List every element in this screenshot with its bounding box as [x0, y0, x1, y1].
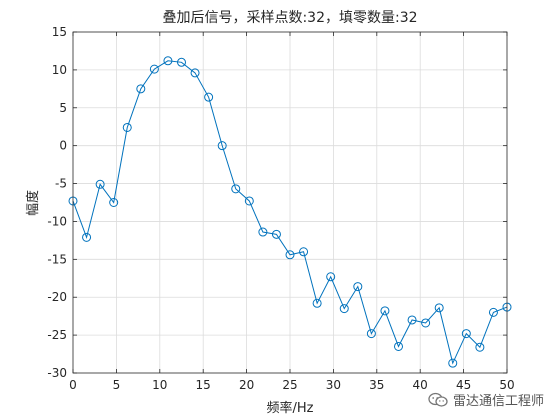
y-tick-label: -30: [47, 366, 67, 380]
data-point: [326, 272, 336, 282]
y-tick-label: -5: [55, 177, 67, 191]
series-line: [72, 60, 508, 365]
data-point: [109, 198, 119, 207]
wechat-icon: [428, 392, 448, 407]
data-point: [163, 56, 173, 66]
watermark-text: 雷达通信工程师: [452, 394, 544, 409]
data-point: [285, 250, 295, 260]
x-tick-label: 35: [369, 378, 384, 392]
x-axis-label: 频率/Hz: [267, 400, 314, 416]
y-tick-label: -15: [47, 252, 67, 266]
data-point: [149, 64, 159, 74]
data-point: [258, 227, 268, 237]
x-tick-label: 10: [152, 378, 167, 392]
data-point: [421, 318, 431, 328]
data-point: [366, 329, 376, 339]
data-point: [122, 122, 132, 132]
data-point: [204, 92, 214, 102]
x-tick-label: 25: [282, 378, 297, 392]
data-point: [461, 329, 471, 339]
x-tick-label: 45: [456, 378, 471, 392]
y-tick-label: 0: [59, 139, 67, 153]
grid-lines: [73, 32, 507, 373]
data-point: [177, 57, 186, 67]
y-tick-label: 15: [52, 25, 67, 39]
x-tick-label: 5: [113, 378, 121, 392]
data-point: [136, 84, 146, 94]
data-point: [231, 184, 241, 194]
x-axis-ticks: 0 5 10 15 20 25 30 35 40 45 50: [69, 32, 515, 392]
series-layer: [68, 56, 512, 368]
data-point: [394, 341, 403, 351]
data-point: [95, 179, 105, 189]
data-point: [271, 229, 281, 239]
y-tick-label: -25: [47, 328, 67, 342]
y-tick-label: -20: [47, 290, 67, 304]
data-point: [299, 247, 309, 257]
data-point: [339, 304, 349, 314]
chart-title: 叠加后信号，采样点数:32，填零数量:32: [162, 10, 417, 26]
data-point: [244, 196, 254, 206]
x-tick-label: 30: [326, 378, 341, 392]
data-point: [217, 141, 227, 151]
data-point: [82, 232, 92, 242]
data-point: [475, 342, 485, 352]
data-point: [407, 315, 417, 325]
x-tick-label: 50: [499, 378, 514, 392]
data-point: [312, 298, 322, 308]
watermark: 雷达通信工程师: [425, 389, 546, 410]
y-tick-label: -10: [47, 214, 67, 228]
x-tick-label: 40: [413, 378, 428, 392]
data-point: [380, 306, 390, 316]
x-tick-label: 15: [196, 378, 211, 392]
data-point: [448, 358, 458, 368]
data-point: [190, 68, 200, 78]
data-point: [434, 303, 444, 313]
y-axis-label: 幅度: [25, 190, 41, 216]
y-tick-label: 10: [52, 63, 67, 77]
y-axis-ticks: -30 -25 -20 -15 -10 -5 0 5 10 15: [47, 25, 507, 380]
data-point: [488, 307, 498, 317]
y-tick-label: 5: [59, 101, 67, 115]
x-tick-label: 20: [239, 378, 254, 392]
data-point: [353, 282, 363, 292]
x-tick-label: 0: [69, 378, 77, 392]
